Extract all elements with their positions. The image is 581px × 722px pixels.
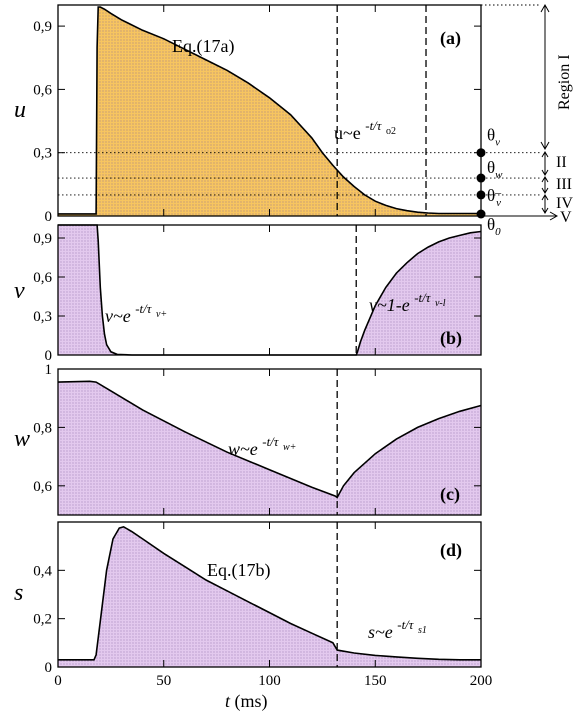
annotation-eq17b-text: Eq.(17b) — [207, 560, 270, 581]
annotation-v-recovery-sub: v-l — [435, 298, 446, 309]
y-tick-label: 0 — [45, 209, 53, 225]
y-axis-label-u: u — [14, 97, 26, 123]
annotation-v-recovery: v~1-e -t/τ v-l — [369, 286, 446, 315]
panel-label-c: (c) — [440, 484, 460, 505]
region-i-label: Region I — [556, 54, 573, 110]
annotation-u-decay: u~e -t/τ o2 — [334, 114, 396, 143]
curve-w — [57, 380, 482, 499]
region-v-arrowhead — [549, 211, 559, 221]
threshold-dot — [476, 190, 486, 200]
y-tick-label: 0,4 — [33, 563, 52, 579]
y-ticks-d: 0 0,2 0,4 — [33, 563, 481, 676]
threshold-dot — [476, 148, 486, 158]
x-tick-label: 200 — [470, 673, 493, 689]
threshold-label: θ– v — [487, 185, 502, 209]
annotation-v-decay-exp: -t/τ — [135, 301, 153, 316]
x-tick-label: 50 — [156, 673, 171, 689]
y-ticks-b: 0 0,3 0,6 0,9 — [33, 231, 481, 364]
area-dots-u — [58, 7, 481, 216]
threshold-dot — [476, 173, 486, 183]
y-tick-label: 0,9 — [33, 19, 52, 35]
region-ii-arrowhead-top — [541, 151, 549, 158]
region-iii-arrowhead-bottom — [541, 187, 549, 194]
annotation-u-decay-base: u~e — [334, 123, 361, 143]
region-i-arrowhead-top — [540, 3, 550, 13]
x-tick-label: 100 — [258, 673, 281, 689]
y-tick-label: 0,6 — [33, 82, 52, 98]
y-tick-label: 0 — [45, 660, 53, 676]
annotation-v-recovery-exp: -t/τ — [414, 290, 432, 305]
area-dots-v — [58, 225, 481, 355]
annotation-s-decay-sub: s1 — [418, 625, 427, 636]
annotation-v-recovery-base: v~1-e — [369, 295, 410, 315]
vlines-a — [336, 5, 427, 216]
x-tick-label: 0 — [54, 673, 62, 689]
region-iv-arrowhead-top — [541, 194, 549, 201]
panel-a: 0 0,3 0,6 0,9 u (a) Eq.(17a) u~e -t/τ o2 θv… — [14, 3, 573, 238]
y-tick-label: 0,2 — [33, 612, 52, 628]
annotation-u-decay-sub: o2 — [386, 126, 396, 137]
y-ticks-c: 0,6 0,8 1 — [33, 362, 481, 495]
x-axis-label: t (ms) — [225, 691, 268, 712]
threshold-label: θv — [487, 126, 500, 149]
y-tick-label: 0,6 — [33, 479, 52, 495]
x-ticks-b — [57, 225, 482, 355]
x-ticks-a — [57, 5, 482, 216]
region-brackets: Region I II III IV V — [481, 3, 573, 226]
annotation-s-decay-exp: -t/τ — [397, 617, 415, 632]
annotation-w-decay-base: w~e — [228, 439, 258, 459]
x-tick-label: 150 — [364, 673, 387, 689]
annotation-u-decay-exp: -t/τ — [365, 118, 383, 133]
panel-label-b: (b) — [440, 328, 462, 349]
threshold-label: θw — [487, 158, 503, 181]
annotation-w-decay-exp: -t/τ — [262, 434, 280, 449]
x-axis-label-unit: (ms) — [230, 691, 268, 712]
y-axis-label-v: v — [14, 278, 25, 304]
region-iv-arrowhead-bottom — [541, 207, 549, 214]
annotation-v-decay-sub: v+ — [156, 309, 167, 320]
annotation-eq17a: Eq.(17a) — [172, 36, 234, 57]
annotation-v-decay-base: v~e — [105, 306, 131, 326]
annotation-eq17a-text: Eq.(17a) — [172, 36, 234, 57]
y-tick-label: 0 — [45, 348, 53, 364]
y-tick-label: 0,8 — [33, 420, 52, 436]
curve-s — [58, 525, 481, 661]
y-tick-label: 0,9 — [33, 231, 52, 247]
region-i-arrowhead-bottom — [540, 141, 550, 151]
y-tick-label: 1 — [45, 362, 53, 378]
region-iv-label: IV — [556, 195, 573, 212]
x-axis-label-var: t — [225, 691, 231, 711]
curve-u — [58, 6, 481, 215]
panel-label-d: (d) — [440, 540, 462, 561]
area-dots-s — [58, 526, 481, 667]
annotation-s-decay-base: s~e — [368, 622, 393, 642]
annotation-eq17b: Eq.(17b) — [207, 560, 270, 581]
threshold-dot — [476, 209, 486, 219]
region-iii-arrowhead-top — [541, 176, 549, 183]
panel-b: 0 0,3 0,6 0,9 v (b) v~e -t/τ v+ v~1-e -t/τ … — [14, 224, 482, 364]
y-tick-label: 0,3 — [33, 146, 52, 162]
y-axis-label-s: s — [14, 580, 23, 606]
annotation-w-decay-sub: w+ — [283, 442, 296, 453]
threshold-label: θ0 — [487, 215, 501, 238]
y-axis-label-w: w — [14, 426, 30, 452]
panel-c: 0,6 0,8 1 w (c) w~e -t/τ w+ — [14, 362, 482, 516]
x-ticks-c — [57, 369, 482, 515]
panel-d: 0 0,2 0,4 0 50 100 150 200 s (d) Eq.(17b) s~e … — [14, 521, 492, 712]
y-tick-label: 0,3 — [33, 309, 52, 325]
y-tick-label: 0,6 — [33, 270, 52, 286]
annotation-v-decay: v~e -t/τ v+ — [105, 297, 167, 326]
annotation-w-decay: w~e -t/τ w+ — [228, 430, 296, 459]
region-v-label: V — [560, 209, 572, 226]
panel-label-a: (a) — [440, 28, 461, 49]
area-dots-w — [58, 381, 481, 515]
region-ii-label: II — [556, 154, 567, 171]
annotation-s-decay: s~e -t/τ s1 — [368, 613, 427, 642]
curve-v — [58, 224, 482, 356]
region-iii-label: III — [556, 176, 572, 193]
region-ii-arrowhead-bottom — [541, 169, 549, 176]
x-ticks-d: 0 50 100 150 200 — [54, 522, 492, 689]
